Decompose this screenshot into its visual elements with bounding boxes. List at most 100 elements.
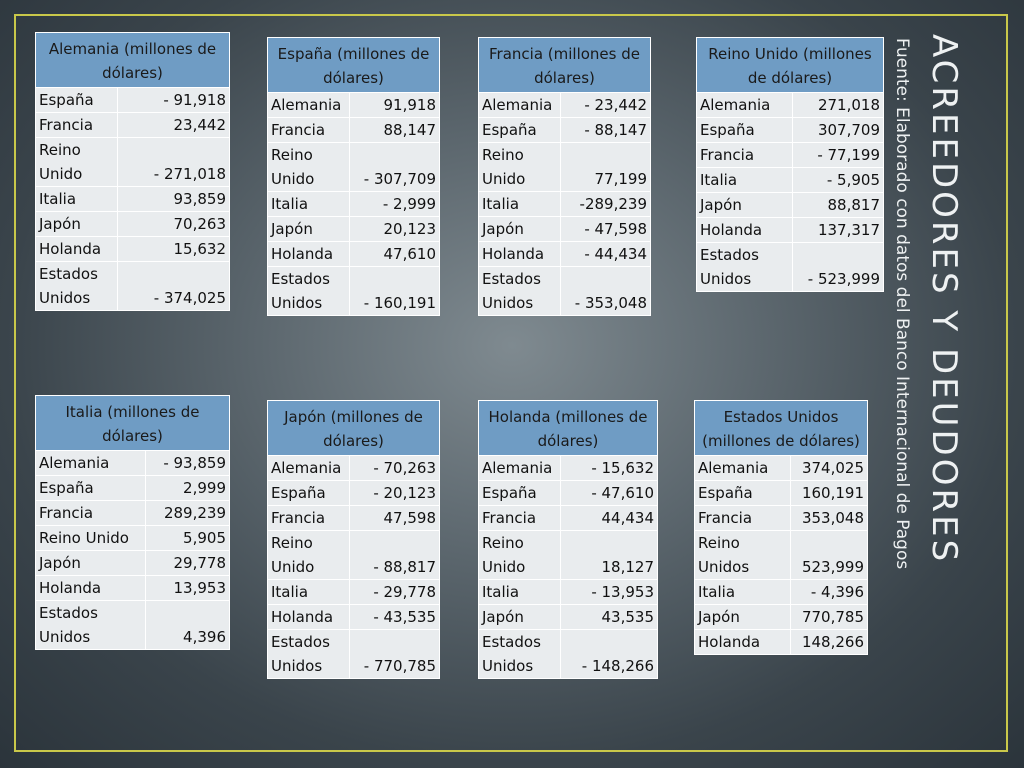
value-cell: - 160,191 xyxy=(349,266,440,316)
table-row: Holanda 47,610 xyxy=(267,241,440,267)
table-row: Japón 70,263 xyxy=(35,211,230,237)
table-header: Francia (millones de dólares) xyxy=(478,37,651,93)
table-italia: Italia (millones de dólares) Alemania - 9… xyxy=(35,395,230,650)
table-row: Japón 770,785 xyxy=(694,604,868,630)
table-row: Japón 43,535 xyxy=(478,604,658,630)
table-header: Holanda (millones de dólares) xyxy=(478,400,658,456)
value-cell: - 523,999 xyxy=(792,242,884,292)
value-cell: 43,535 xyxy=(560,604,658,630)
table-row: Japón 20,123 xyxy=(267,216,440,242)
country-cell: España xyxy=(696,117,793,143)
table-row: Francia 44,434 xyxy=(478,505,658,531)
table-row: Estados Unidos - 148,266 xyxy=(478,629,658,679)
table-estados-unidos: Estados Unidos (millones de dólares) Ale… xyxy=(694,400,868,655)
value-cell: 93,859 xyxy=(117,186,230,212)
country-cell: Italia xyxy=(696,167,793,193)
country-cell: Francia xyxy=(35,112,118,138)
value-cell: - 93,859 xyxy=(145,450,230,476)
value-cell: - 47,610 xyxy=(560,480,658,506)
value-cell: 289,239 xyxy=(145,500,230,526)
value-cell: - 44,434 xyxy=(560,241,651,267)
country-cell: España xyxy=(478,480,561,506)
table-row: Japón 29,778 xyxy=(35,550,230,576)
table-body: Alemania 271,018 España 307,709 Francia - 77,… xyxy=(696,92,884,292)
table-row: España - 91,918 xyxy=(35,87,230,113)
country-cell: Francia xyxy=(267,117,350,143)
value-cell: 2,999 xyxy=(145,475,230,501)
table-row: Reino Unido 5,905 xyxy=(35,525,230,551)
country-cell: Italia xyxy=(267,191,350,217)
value-cell: 137,317 xyxy=(792,217,884,243)
country-cell: Alemania xyxy=(478,92,561,118)
value-cell: 47,610 xyxy=(349,241,440,267)
value-cell: 88,817 xyxy=(792,192,884,218)
table-francia: Francia (millones de dólares) Alemania - … xyxy=(478,37,651,316)
table-row: España 2,999 xyxy=(35,475,230,501)
country-cell: Reino Unido xyxy=(478,142,561,192)
table-row: Estados Unidos - 353,048 xyxy=(478,266,651,316)
table-alemania: Alemania (millones de dólares) España - 9… xyxy=(35,32,230,311)
country-cell: Estados Unidos xyxy=(35,261,118,311)
country-cell: Alemania xyxy=(35,450,146,476)
value-cell: 88,147 xyxy=(349,117,440,143)
value-cell: - 47,598 xyxy=(560,216,651,242)
table-row: Japón 88,817 xyxy=(696,192,884,218)
table-row: Holanda 13,953 xyxy=(35,575,230,601)
country-cell: España xyxy=(35,87,118,113)
table-espana: España (millones de dólares) Alemania 91,… xyxy=(267,37,440,316)
value-cell: - 29,778 xyxy=(349,579,440,605)
country-cell: Reino Unido xyxy=(267,530,350,580)
table-row: Estados Unidos - 770,785 xyxy=(267,629,440,679)
country-cell: España xyxy=(267,480,350,506)
country-cell: Holanda xyxy=(267,604,350,630)
country-cell: Estados Unidos xyxy=(478,629,561,679)
country-cell: Reino Unido xyxy=(478,530,561,580)
value-cell: 13,953 xyxy=(145,575,230,601)
table-header: Japón (millones de dólares) xyxy=(267,400,440,456)
value-cell: 148,266 xyxy=(790,629,868,655)
country-cell: Holanda xyxy=(35,575,146,601)
table-row: España - 20,123 xyxy=(267,480,440,506)
value-cell: 5,905 xyxy=(145,525,230,551)
value-cell: 91,918 xyxy=(349,92,440,118)
table-row: España - 88,147 xyxy=(478,117,651,143)
table-body: Alemania 374,025 España 160,191 Francia 353,0… xyxy=(694,455,868,655)
country-cell: Reino Unido xyxy=(35,525,146,551)
table-row: Reino Unido 77,199 xyxy=(478,142,651,192)
country-cell: Italia xyxy=(267,579,350,605)
value-cell: - 271,018 xyxy=(117,137,230,187)
table-body: Alemania - 15,632 España - 47,610 Francia 44,… xyxy=(478,455,658,679)
table-row: Alemania - 15,632 xyxy=(478,455,658,481)
table-row: Reino Unido - 88,817 xyxy=(267,530,440,580)
table-row: Francia 47,598 xyxy=(267,505,440,531)
table-row: Reino Unido - 271,018 xyxy=(35,137,230,187)
table-row: Italia 93,859 xyxy=(35,186,230,212)
table-body: Alemania - 23,442 España - 88,147 Reino Unid… xyxy=(478,92,651,316)
value-cell: 160,191 xyxy=(790,480,868,506)
value-cell: - 70,263 xyxy=(349,455,440,481)
country-cell: Reino Unidos xyxy=(694,530,791,580)
table-row: España - 47,610 xyxy=(478,480,658,506)
table-row: Alemania 271,018 xyxy=(696,92,884,118)
country-cell: Holanda xyxy=(696,217,793,243)
value-cell: - 5,905 xyxy=(792,167,884,193)
country-cell: Holanda xyxy=(478,241,561,267)
country-cell: Estados Unidos xyxy=(696,242,793,292)
table-row: Alemania - 23,442 xyxy=(478,92,651,118)
table-row: Italia - 29,778 xyxy=(267,579,440,605)
table-row: Holanda 148,266 xyxy=(694,629,868,655)
table-row: España 160,191 xyxy=(694,480,868,506)
country-cell: Estados Unidos xyxy=(267,629,350,679)
value-cell: -289,239 xyxy=(560,191,651,217)
value-cell: - 23,442 xyxy=(560,92,651,118)
value-cell: 374,025 xyxy=(790,455,868,481)
country-cell: Japón xyxy=(478,604,561,630)
country-cell: Alemania xyxy=(267,92,350,118)
value-cell: - 770,785 xyxy=(349,629,440,679)
country-cell: Italia xyxy=(478,579,561,605)
country-cell: Japón xyxy=(694,604,791,630)
table-row: Holanda 137,317 xyxy=(696,217,884,243)
table-row: Francia - 77,199 xyxy=(696,142,884,168)
value-cell: - 91,918 xyxy=(117,87,230,113)
value-cell: - 77,199 xyxy=(792,142,884,168)
